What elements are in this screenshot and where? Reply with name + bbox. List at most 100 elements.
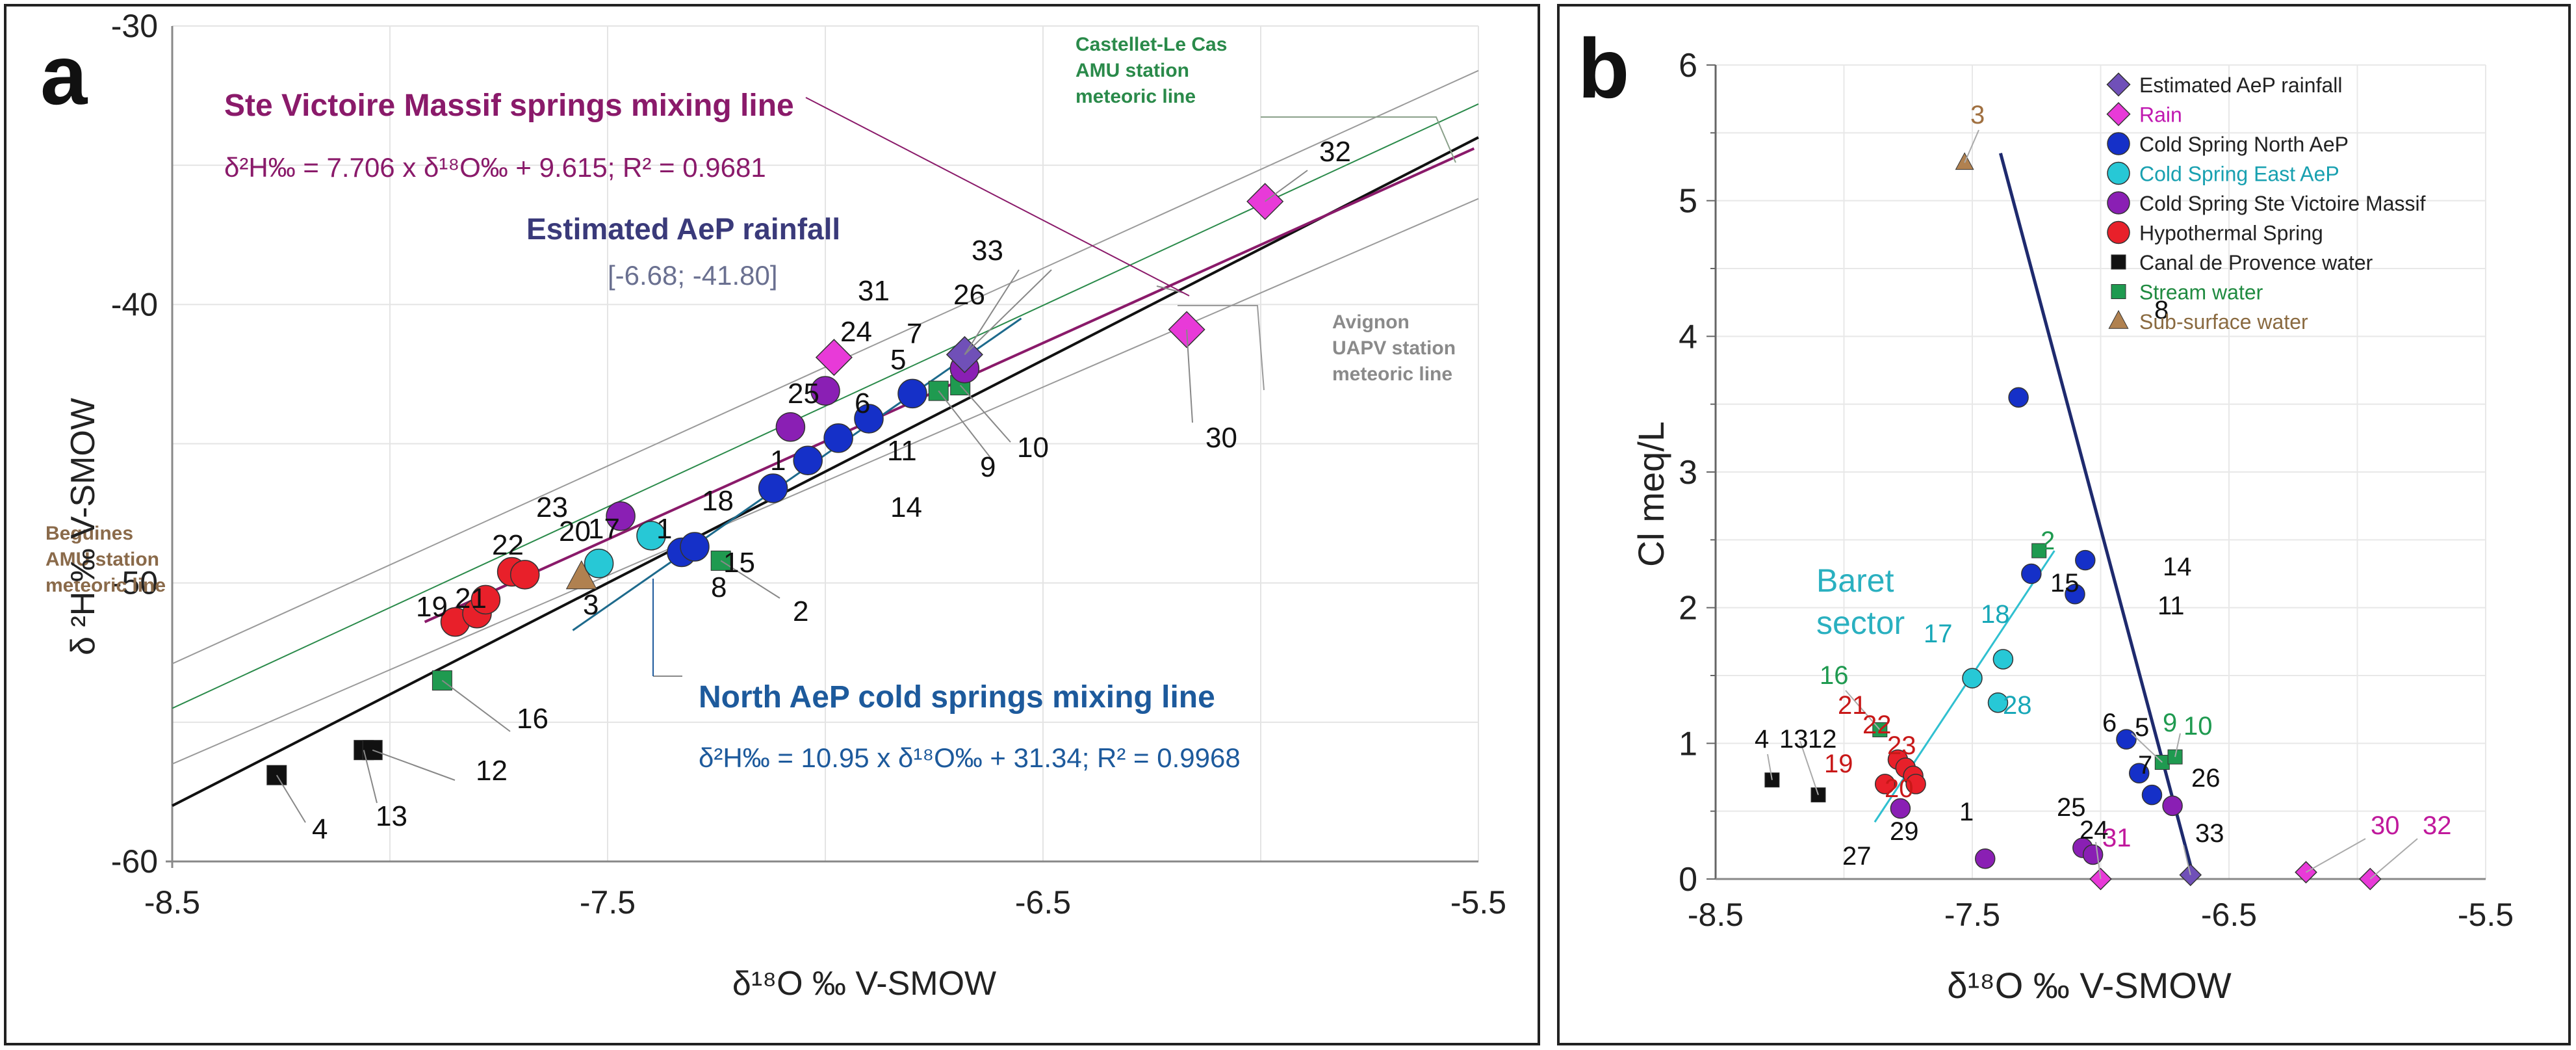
panel-a-point-label: 7 <box>907 318 922 350</box>
panel-a-point-label: 33 <box>972 235 1003 267</box>
panel-b-y-tick-label: 0 <box>1679 861 1697 899</box>
legend-cold-spring-ste-victoire-massif-swatch <box>2107 191 2130 215</box>
panel-a-x-tick-label: -8.5 <box>144 884 200 921</box>
panel-b-point-label: 21 <box>1838 691 1867 720</box>
panel-a-cold-spring-north-aep-point <box>854 404 884 434</box>
panel-b-point-label: 13 <box>1779 725 1809 754</box>
panel-b-point-label: 12 <box>1808 725 1837 754</box>
panel-b-point-label: 5 <box>2135 713 2149 742</box>
legend-rain-swatch <box>2106 101 2131 127</box>
panel-b-leader-line <box>1767 754 1773 780</box>
panel-b-cold-spring-north-aep-point <box>2116 729 2137 750</box>
panel-b-point-label: 9 <box>2163 709 2177 737</box>
panel-a-point-label: 14 <box>890 492 922 523</box>
panel-a-point-label: 4 <box>312 813 328 845</box>
panel-b-point-label: 22 <box>1862 711 1892 739</box>
panel-b-point-label: 7 <box>2138 751 2152 780</box>
panel-b-cold-spring-ste-victoire-massif-point <box>1890 798 1911 819</box>
beguines-label-2: AMU station <box>45 549 159 570</box>
panel-a-leader-line <box>1265 170 1308 202</box>
legend-cold-spring-east-aep-swatch <box>2107 161 2130 185</box>
panel-b-cold-spring-north-aep-point <box>2021 563 2042 584</box>
panel-a-cold-spring-ste-victoire-massif-point <box>775 412 806 442</box>
panel-a-point-label: 2 <box>793 596 808 627</box>
panel-a-y-axis-title: δ ²H ‰ V-SMOW <box>64 398 102 655</box>
panel-b-leader-line <box>2131 733 2163 763</box>
panel-b-cold-spring-north-aep-point <box>2129 763 2150 783</box>
panel-b-point-label: 19 <box>1824 750 1853 778</box>
beguines-label-1: Beguines <box>45 523 133 544</box>
castellet-label-3: meteoric line <box>1075 86 1196 107</box>
panel-a-sub-surface-water-point <box>565 560 597 590</box>
panel-a-cold-spring-east-aep-point <box>636 521 666 551</box>
panel-b-point-label: 8 <box>2154 296 2169 324</box>
panel-a-point-label: 17 <box>588 513 620 545</box>
panel-a-leader-line <box>363 750 378 804</box>
panel-b-cold-spring-north-aep-point <box>2008 387 2029 408</box>
panel-a-point-label: 16 <box>517 703 548 735</box>
panel-b-leader-line <box>1799 741 1819 795</box>
panel-b-cold-spring-ste-victoire-massif-point <box>2162 795 2183 817</box>
legend-stream-water-label: Stream water <box>2139 281 2263 304</box>
legend-hypothermal-spring-label: Hypothermal Spring <box>2139 222 2323 245</box>
legend-sub-surface-water-swatch <box>2108 309 2129 329</box>
panel-b-cold-spring-east-aep-point <box>1992 649 2014 670</box>
panel-b-point-label: 10 <box>2183 712 2213 741</box>
panel-a-point-label: 18 <box>702 485 734 517</box>
panel-a-y-tick-label: -40 <box>111 286 158 322</box>
panel-a-point-label: 31 <box>858 275 890 307</box>
panel-a-cold-spring-ste-victoire-massif-point <box>810 376 840 406</box>
panel-b-north-trend-line <box>1999 152 2195 876</box>
panel-b-y-tick-label: 3 <box>1679 454 1697 492</box>
legend-cold-spring-ste-victoire-massif-label: Cold Spring Ste Victoire Massif <box>2139 192 2426 215</box>
panel-a-cold-spring-east-aep-point <box>584 548 614 579</box>
panel-b-leader-line <box>2174 733 2181 757</box>
panel-b-leader-line <box>2183 845 2191 875</box>
estimated-rainfall-title: Estimated AeP rainfall <box>526 212 840 246</box>
panel-a-leader-line <box>720 560 780 599</box>
panel-a-x-tick-label: -5.5 <box>1450 884 1506 921</box>
panel-b-point-label: 16 <box>1820 661 1849 690</box>
beguines-label-3: meteoric line <box>45 575 166 596</box>
panel-b-y-tick-label: 4 <box>1679 318 1697 356</box>
panel-b-y-tick-label: 2 <box>1679 590 1697 627</box>
panel-b-point-label: 24 <box>2080 816 2109 845</box>
legend-canal-de-provence-water-label: Canal de Provence water <box>2139 251 2373 274</box>
panel-a-point-label: 26 <box>953 279 985 311</box>
panel-b-x-tick-label: -6.5 <box>2201 897 2257 933</box>
legend-rain-label: Rain <box>2139 103 2182 127</box>
panel-a-hypothermal-spring-point <box>509 560 540 590</box>
panel-b-stream-water-point <box>2031 543 2047 558</box>
panel-b-point-label: 28 <box>2003 691 2032 720</box>
panel-b-hypothermal-spring-point <box>1874 774 1896 794</box>
panel-a-point-label: 24 <box>840 316 872 348</box>
panel-a-leader-line <box>372 749 456 781</box>
panel-b-cold-spring-north-aep-point <box>2141 784 2163 806</box>
panel-a-cold-spring-north-aep-point <box>897 378 927 409</box>
panel-a-point-label: 25 <box>788 378 819 410</box>
panel-a-cold-spring-north-aep-point <box>758 473 788 503</box>
sv-mixing-leader <box>805 97 1190 296</box>
panel-b-hypothermal-spring-point <box>1905 774 1926 794</box>
panel-a-rain-point <box>815 339 853 376</box>
panel-a-leader-line <box>1186 329 1193 423</box>
panel-a-cold-spring-north-aep-point <box>793 445 823 475</box>
avignon-meteoric-line <box>172 198 1479 765</box>
panel-b-point-label: 2 <box>2041 527 2055 555</box>
panel-a-leader-line <box>959 384 1011 443</box>
panel-a-leader-line <box>1156 285 1183 293</box>
legend-hypothermal-spring-swatch <box>2107 220 2130 244</box>
panel-a-point-label: 15 <box>723 547 755 579</box>
panel-a-point-label: 30 <box>1205 422 1237 454</box>
panel-b-legend: Estimated AeP rainfall Rain Cold Spring No… <box>2106 72 2426 334</box>
panel-b-x-tick-label: -8.5 <box>1688 897 1744 933</box>
baret-sector-label-1: Baret <box>1816 562 1894 599</box>
panel-b-y-tick-label: 5 <box>1679 183 1697 220</box>
legend-cold-spring-north-aep-swatch <box>2107 132 2130 155</box>
panel-b-leader-line <box>2306 838 2366 873</box>
panel-a-leader-line <box>964 269 1020 355</box>
panel-a-point-label: 9 <box>980 451 996 483</box>
sv-mixing-equation: δ²H‰ = 7.706 x δ¹⁸O‰ + 9.615; R² = 0.968… <box>224 152 766 183</box>
castellet-label-1: Castellet-Le Cas <box>1075 34 1227 55</box>
panel-b-point-label: 11 <box>2157 592 2185 620</box>
